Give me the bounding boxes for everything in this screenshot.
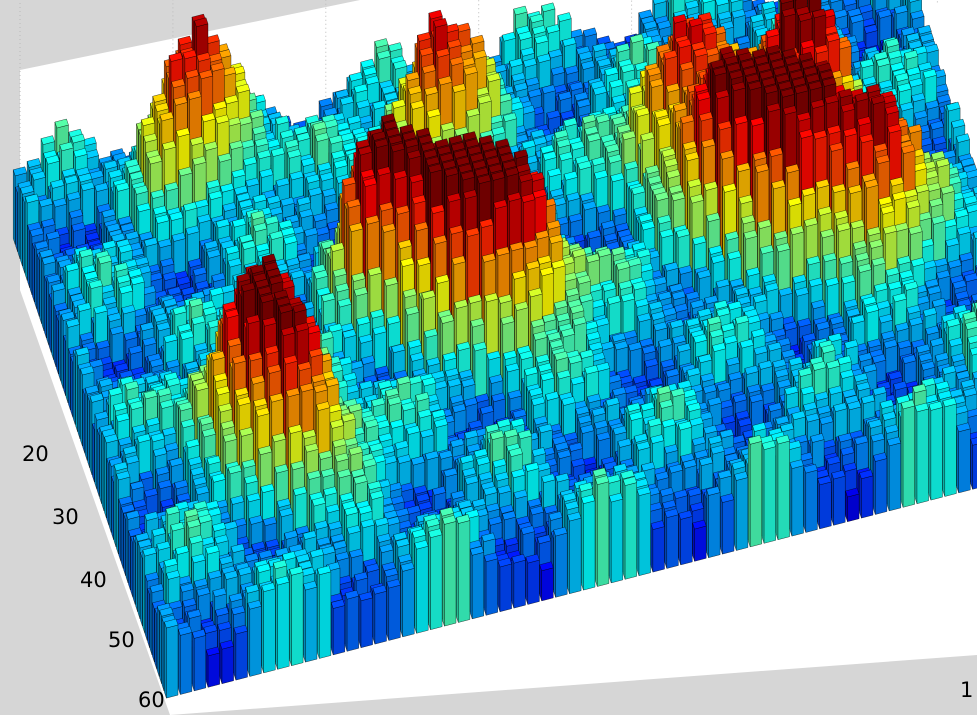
bar-face: [374, 38, 389, 48]
bar-face: [545, 24, 561, 34]
bar-face: [56, 315, 59, 375]
bar-face: [46, 277, 49, 346]
bar-face: [532, 25, 547, 35]
bar-face: [20, 188, 23, 267]
bar-face: [365, 75, 380, 86]
bar-face: [335, 89, 350, 99]
bar-face: [393, 59, 408, 70]
bar-face: [376, 49, 391, 60]
bar-face: [70, 133, 86, 144]
bar-face: [54, 118, 69, 129]
bar-face: [360, 58, 375, 69]
bar-face: [582, 27, 597, 38]
bar-face: [22, 197, 25, 274]
bar-face: [15, 187, 18, 252]
bar-face: [323, 107, 338, 117]
bar-face: [596, 35, 611, 46]
bar-face: [501, 31, 516, 42]
bar-face: [557, 12, 572, 22]
bar-face: [17, 183, 21, 259]
bar-face: [25, 196, 28, 281]
bar-face: [657, 20, 672, 30]
bar-face: [643, 20, 658, 31]
bar-face: [26, 158, 41, 168]
bar-face: [652, 0, 667, 5]
bar-face: [40, 135, 55, 145]
bar-face: [12, 166, 28, 177]
bar-face: [388, 42, 403, 52]
bar-face: [518, 30, 533, 41]
bar-face: [13, 169, 16, 245]
bar-face: [32, 243, 35, 303]
bar-face: [362, 66, 377, 77]
bar-face: [37, 254, 40, 317]
bar-face: [541, 2, 556, 13]
bar-face: [39, 251, 42, 324]
bar-face: [44, 276, 47, 339]
bar-face: [684, 0, 700, 10]
bar-face: [513, 5, 528, 16]
bar-face: [53, 305, 57, 367]
bar-face: [27, 225, 30, 288]
bar-face: [41, 258, 45, 331]
bar-face: [73, 147, 88, 158]
bar-face: [34, 243, 37, 310]
bar-face: [318, 97, 333, 108]
bar-face: [638, 9, 653, 20]
bar-face: [49, 294, 52, 353]
bar-face: [348, 71, 364, 82]
bar-face: [51, 285, 54, 360]
bar-face: [29, 230, 33, 295]
bar-face: [529, 13, 544, 24]
bar-columns: [12, 0, 977, 699]
